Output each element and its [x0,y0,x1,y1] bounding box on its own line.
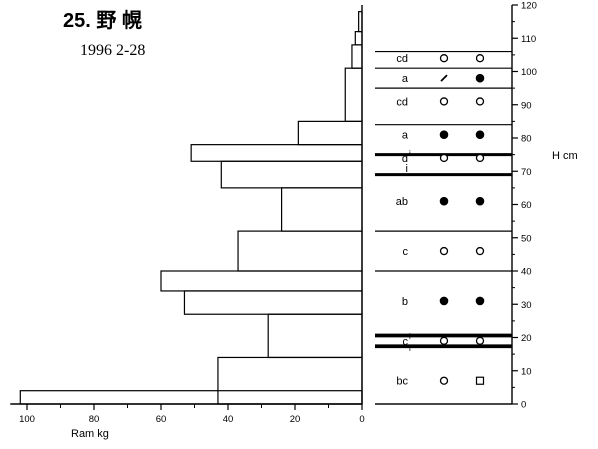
layer-label: bc [396,376,408,388]
x-tick-label: 20 [290,414,301,425]
y-tick-label: 120 [521,1,537,12]
layer-label: b [402,296,408,308]
y-tick-label: 0 [521,400,526,411]
layer-label: i [406,163,408,175]
filled-circle-icon [439,196,449,206]
ram-bar [160,270,363,292]
y-tick-label: 70 [521,167,532,178]
figure-subtitle: 1996 2-28 [80,42,145,59]
ram-hardness-chart: 100 80 60 40 20 0 [10,5,365,425]
slash-icon [440,74,448,82]
ram-bar [267,313,363,359]
ram-bar [190,144,363,162]
open-circle-icon [475,97,485,106]
y-tick-label: 10 [521,366,532,377]
open-circle-icon [439,336,449,345]
layer-label-superscript: i [409,332,411,341]
x-tick-label: 100 [19,414,35,425]
open-circle-icon [475,246,485,256]
ram-bar [344,67,363,122]
y-tick-label: 110 [521,34,536,45]
ram-bar [297,120,363,146]
filled-circle-icon [439,296,449,306]
layer-label: cd [396,96,408,108]
ram-bar [19,390,363,405]
filled-circle-icon [475,196,485,206]
y-tick-label: 20 [521,333,532,344]
ram-bar [237,230,363,272]
y-tick-label: 80 [521,134,532,145]
layer-label-superscript: i [409,149,411,158]
layer-label: cd [396,53,408,65]
filled-circle-icon [439,130,449,139]
y-tick-label: 100 [521,67,537,78]
ram-bar [281,187,363,232]
ram-bar [351,44,363,69]
layer-label: ab [396,196,408,208]
y-axis-label: H cm [552,150,578,162]
filled-circle-icon [475,296,485,306]
ram-bar [354,31,363,46]
open-circle-icon [439,246,449,256]
y-tick-label: 60 [521,200,532,211]
filled-circle-icon [475,130,485,139]
open-circle-icon [475,153,485,163]
layer-label: c [403,336,409,348]
open-circle-icon [475,336,485,345]
layer-label: c [403,246,409,258]
layer-label: d [402,153,408,165]
open-circle-icon [475,54,485,63]
x-tick-label: 0 [359,414,364,425]
layer-label-subscript: i [409,344,411,353]
y-tick-label: 50 [521,233,532,244]
y-tick-label: 90 [521,100,532,111]
filled-circle-icon [475,73,485,83]
open-circle-icon [439,97,449,106]
layer-label: a [402,130,409,142]
x-tick-label: 40 [223,414,234,425]
y-tick-label: 30 [521,300,532,311]
figure-title: 25. 野 幌 [63,9,142,32]
open-circle-icon [439,54,449,63]
x-tick-label: 80 [89,414,100,425]
open-circle-icon [439,153,449,163]
ram-bar [220,160,363,189]
layer-label: a [402,73,409,85]
y-tick-label: 40 [521,267,532,278]
ram-bar [183,290,363,315]
x-axis-label: Ram kg [71,428,109,440]
open-square-icon [475,376,485,385]
open-circle-icon [439,376,449,385]
x-tick-label: 60 [156,414,167,425]
ram-bar [217,356,363,405]
